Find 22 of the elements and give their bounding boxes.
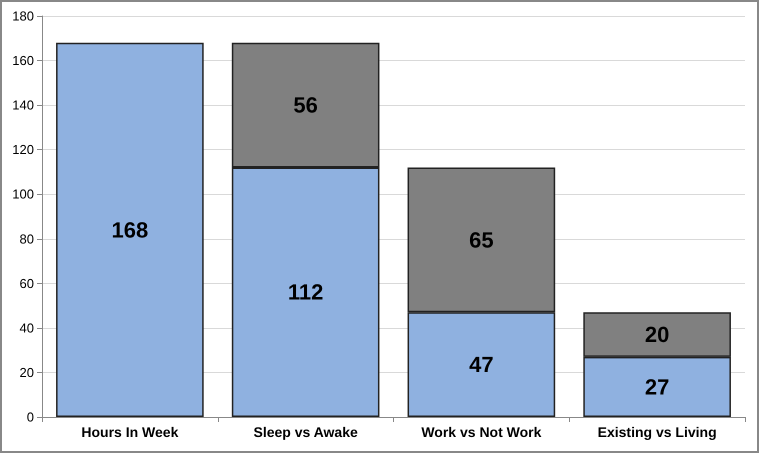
y-tick-label: 120: [12, 142, 34, 158]
x-tick-label: Sleep vs Awake: [253, 424, 358, 440]
data-label: 47: [469, 352, 494, 378]
y-tick-label: 140: [12, 98, 34, 113]
data-label: 65: [469, 227, 494, 252]
y-tick-label: 100: [12, 186, 34, 202]
data-label: 168: [112, 217, 148, 242]
y-tick-label: 160: [12, 53, 34, 68]
data-label: 27: [644, 374, 670, 400]
bar: [56, 42, 204, 417]
data-label: 56: [293, 92, 318, 118]
data-label: 112: [288, 280, 324, 305]
x-tick-label: Existing vs Living: [598, 424, 717, 440]
y-tick-label: 80: [20, 231, 34, 246]
y-tick-label: 0: [26, 410, 34, 424]
y-tick-label: 180: [12, 8, 34, 24]
x-tick-label: Work vs Not Work: [421, 424, 542, 440]
y-tick-label: 40: [20, 320, 34, 336]
x-tick-label: Hours In Week: [81, 424, 179, 440]
data-label: 20: [644, 322, 670, 348]
y-tick-label: 60: [20, 276, 34, 291]
y-tick-label: 20: [20, 364, 34, 380]
